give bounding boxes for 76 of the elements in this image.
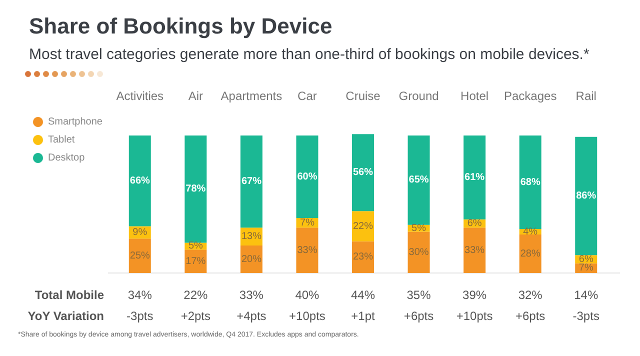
- data-label: 30%: [408, 246, 429, 258]
- data-label: 67%: [241, 176, 262, 188]
- text: -3pts: [126, 309, 154, 323]
- legend-label: Desktop: [48, 152, 86, 164]
- data-label: 23%: [352, 252, 374, 263]
- data-label: 9%: [132, 226, 148, 238]
- text: 34%: [128, 288, 152, 302]
- x-tick-label: Air: [188, 89, 204, 103]
- chart-subtitle: Most travel categories generate more than one-third of bookings on mobile devices.*: [29, 46, 590, 63]
- bar: [128, 136, 151, 226]
- data-label: 66%: [130, 175, 150, 186]
- data-label: 7%: [300, 217, 315, 228]
- data-label: 22%: [352, 220, 374, 232]
- text: 33%: [239, 288, 264, 302]
- x-tick-label: Cruise: [346, 89, 381, 103]
- bar: [240, 136, 262, 228]
- data-label: 56%: [352, 167, 374, 178]
- bar: [408, 232, 430, 273]
- text: 22%: [184, 288, 208, 302]
- data-label: 86%: [576, 190, 596, 202]
- data-label: 6%: [578, 254, 594, 265]
- data-label: 33%: [297, 244, 318, 256]
- data-label: 65%: [408, 174, 429, 186]
- text: +10pts: [289, 309, 326, 323]
- bar: [519, 234, 542, 273]
- text: +4pts: [236, 309, 266, 323]
- text: 32%: [518, 288, 543, 302]
- text: Total Mobile: [34, 288, 104, 302]
- x-tick-label: Ground: [398, 89, 439, 103]
- bar: [128, 238, 151, 273]
- text: 39%: [462, 288, 487, 302]
- x-tick-label: Apartments: [220, 89, 282, 103]
- bar: [296, 136, 318, 218]
- data-label: 60%: [297, 171, 318, 182]
- x-tick-label: Rail: [576, 89, 596, 103]
- text: 44%: [350, 288, 376, 302]
- text: -3pts: [572, 309, 600, 323]
- data-label: 28%: [520, 248, 540, 260]
- text: 14%: [574, 288, 598, 302]
- data-label: 5%: [188, 240, 203, 252]
- bar: [408, 136, 430, 225]
- data-label: 20%: [241, 254, 262, 265]
- chart-title: Share of Bookings by Device: [29, 14, 332, 38]
- x-tick-label: Car: [298, 89, 317, 103]
- bar: [184, 136, 207, 243]
- text: +6pts: [515, 309, 546, 323]
- data-label: 61%: [464, 172, 485, 183]
- bar: [575, 136, 598, 256]
- data-label: 7%: [578, 262, 594, 274]
- bar: [296, 228, 318, 273]
- bar: [352, 134, 374, 212]
- data-label: 33%: [464, 244, 485, 256]
- legend-label: Smartphone: [48, 116, 103, 128]
- x-tick-label: Hotel: [460, 89, 489, 103]
- text: +6pts: [404, 309, 434, 323]
- text: 35%: [406, 288, 432, 302]
- bar: [519, 136, 542, 229]
- text: +1pt: [351, 309, 376, 323]
- text: 40%: [295, 288, 320, 302]
- legend-label: Tablet: [48, 134, 75, 146]
- data-label: 13%: [241, 231, 262, 242]
- data-label: 6%: [467, 218, 482, 229]
- data-label: 4%: [523, 226, 538, 238]
- data-label: 5%: [412, 222, 426, 234]
- bar: [352, 211, 374, 242]
- text: YoY Variation: [28, 309, 104, 323]
- data-label: 78%: [186, 184, 206, 195]
- bar: [464, 228, 486, 273]
- bar: [464, 136, 486, 220]
- data-label: 68%: [520, 176, 540, 188]
- x-tick-label: Activities: [116, 89, 164, 103]
- text: +2pts: [180, 309, 211, 323]
- text: +10pts: [456, 309, 493, 323]
- x-tick-label: Packages: [504, 89, 557, 103]
- data-label: 17%: [186, 256, 206, 267]
- data-label: 25%: [130, 250, 150, 262]
